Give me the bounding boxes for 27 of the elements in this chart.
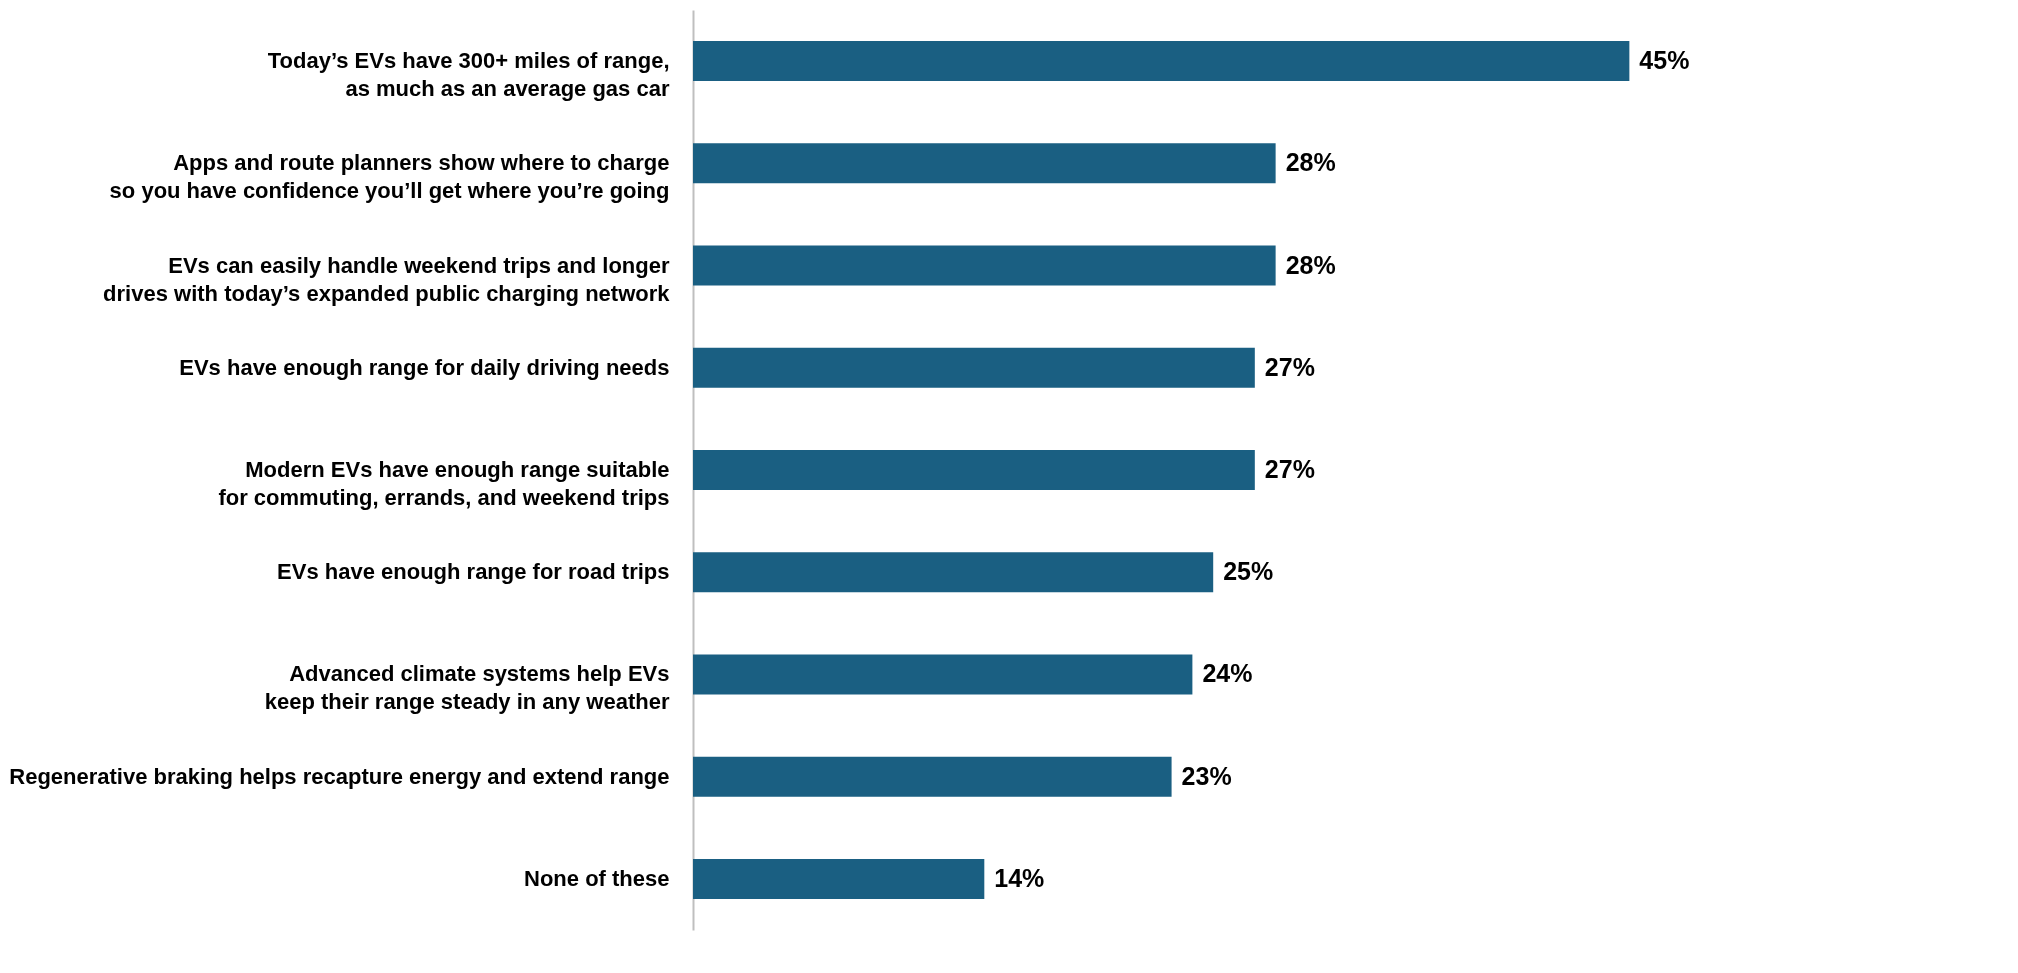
y-tick-label: Today’s EVs have 300+ miles of range, as much as an average gas car	[267, 48, 670, 102]
y-tick-label: EVs have enough range for daily driving needs	[179, 354, 670, 380]
bar	[693, 654, 1193, 695]
data-label: 14%	[994, 863, 1045, 892]
y-tick-label: Modern EVs have enough range suitable for commuting, errands, and weekend trips	[218, 457, 670, 510]
y-tick-label: EVs have enough range for road trips	[277, 559, 670, 585]
y-tick-label: Apps and route planners show where to charge so you have confidence you’ll get where you’re going	[109, 150, 670, 204]
bar	[693, 245, 1276, 286]
y-tick-label: Regenerative braking helps recapture energy and extend range	[9, 763, 670, 789]
data-label: 25%	[1223, 557, 1274, 586]
data-label: 24%	[1202, 659, 1253, 688]
bar	[693, 756, 1172, 797]
bar	[693, 347, 1255, 388]
y-tick-label: None of these	[524, 865, 670, 891]
data-label: 28%	[1285, 148, 1336, 177]
bar	[693, 450, 1255, 490]
data-label: 28%	[1285, 250, 1336, 279]
bar	[693, 552, 1214, 593]
data-label: 27%	[1264, 455, 1315, 483]
y-tick-label: EVs can easily handle weekend trips and longer drives with today’s expanded public charging network	[103, 252, 671, 306]
y-tick-label: Advanced climate systems help EVs keep their range steady in any weather	[264, 661, 670, 715]
data-label: 23%	[1181, 761, 1232, 790]
bar	[693, 143, 1276, 184]
data-label: 45%	[1639, 46, 1690, 75]
bar	[693, 41, 1630, 82]
bar	[693, 858, 985, 899]
data-label: 27%	[1264, 352, 1315, 381]
